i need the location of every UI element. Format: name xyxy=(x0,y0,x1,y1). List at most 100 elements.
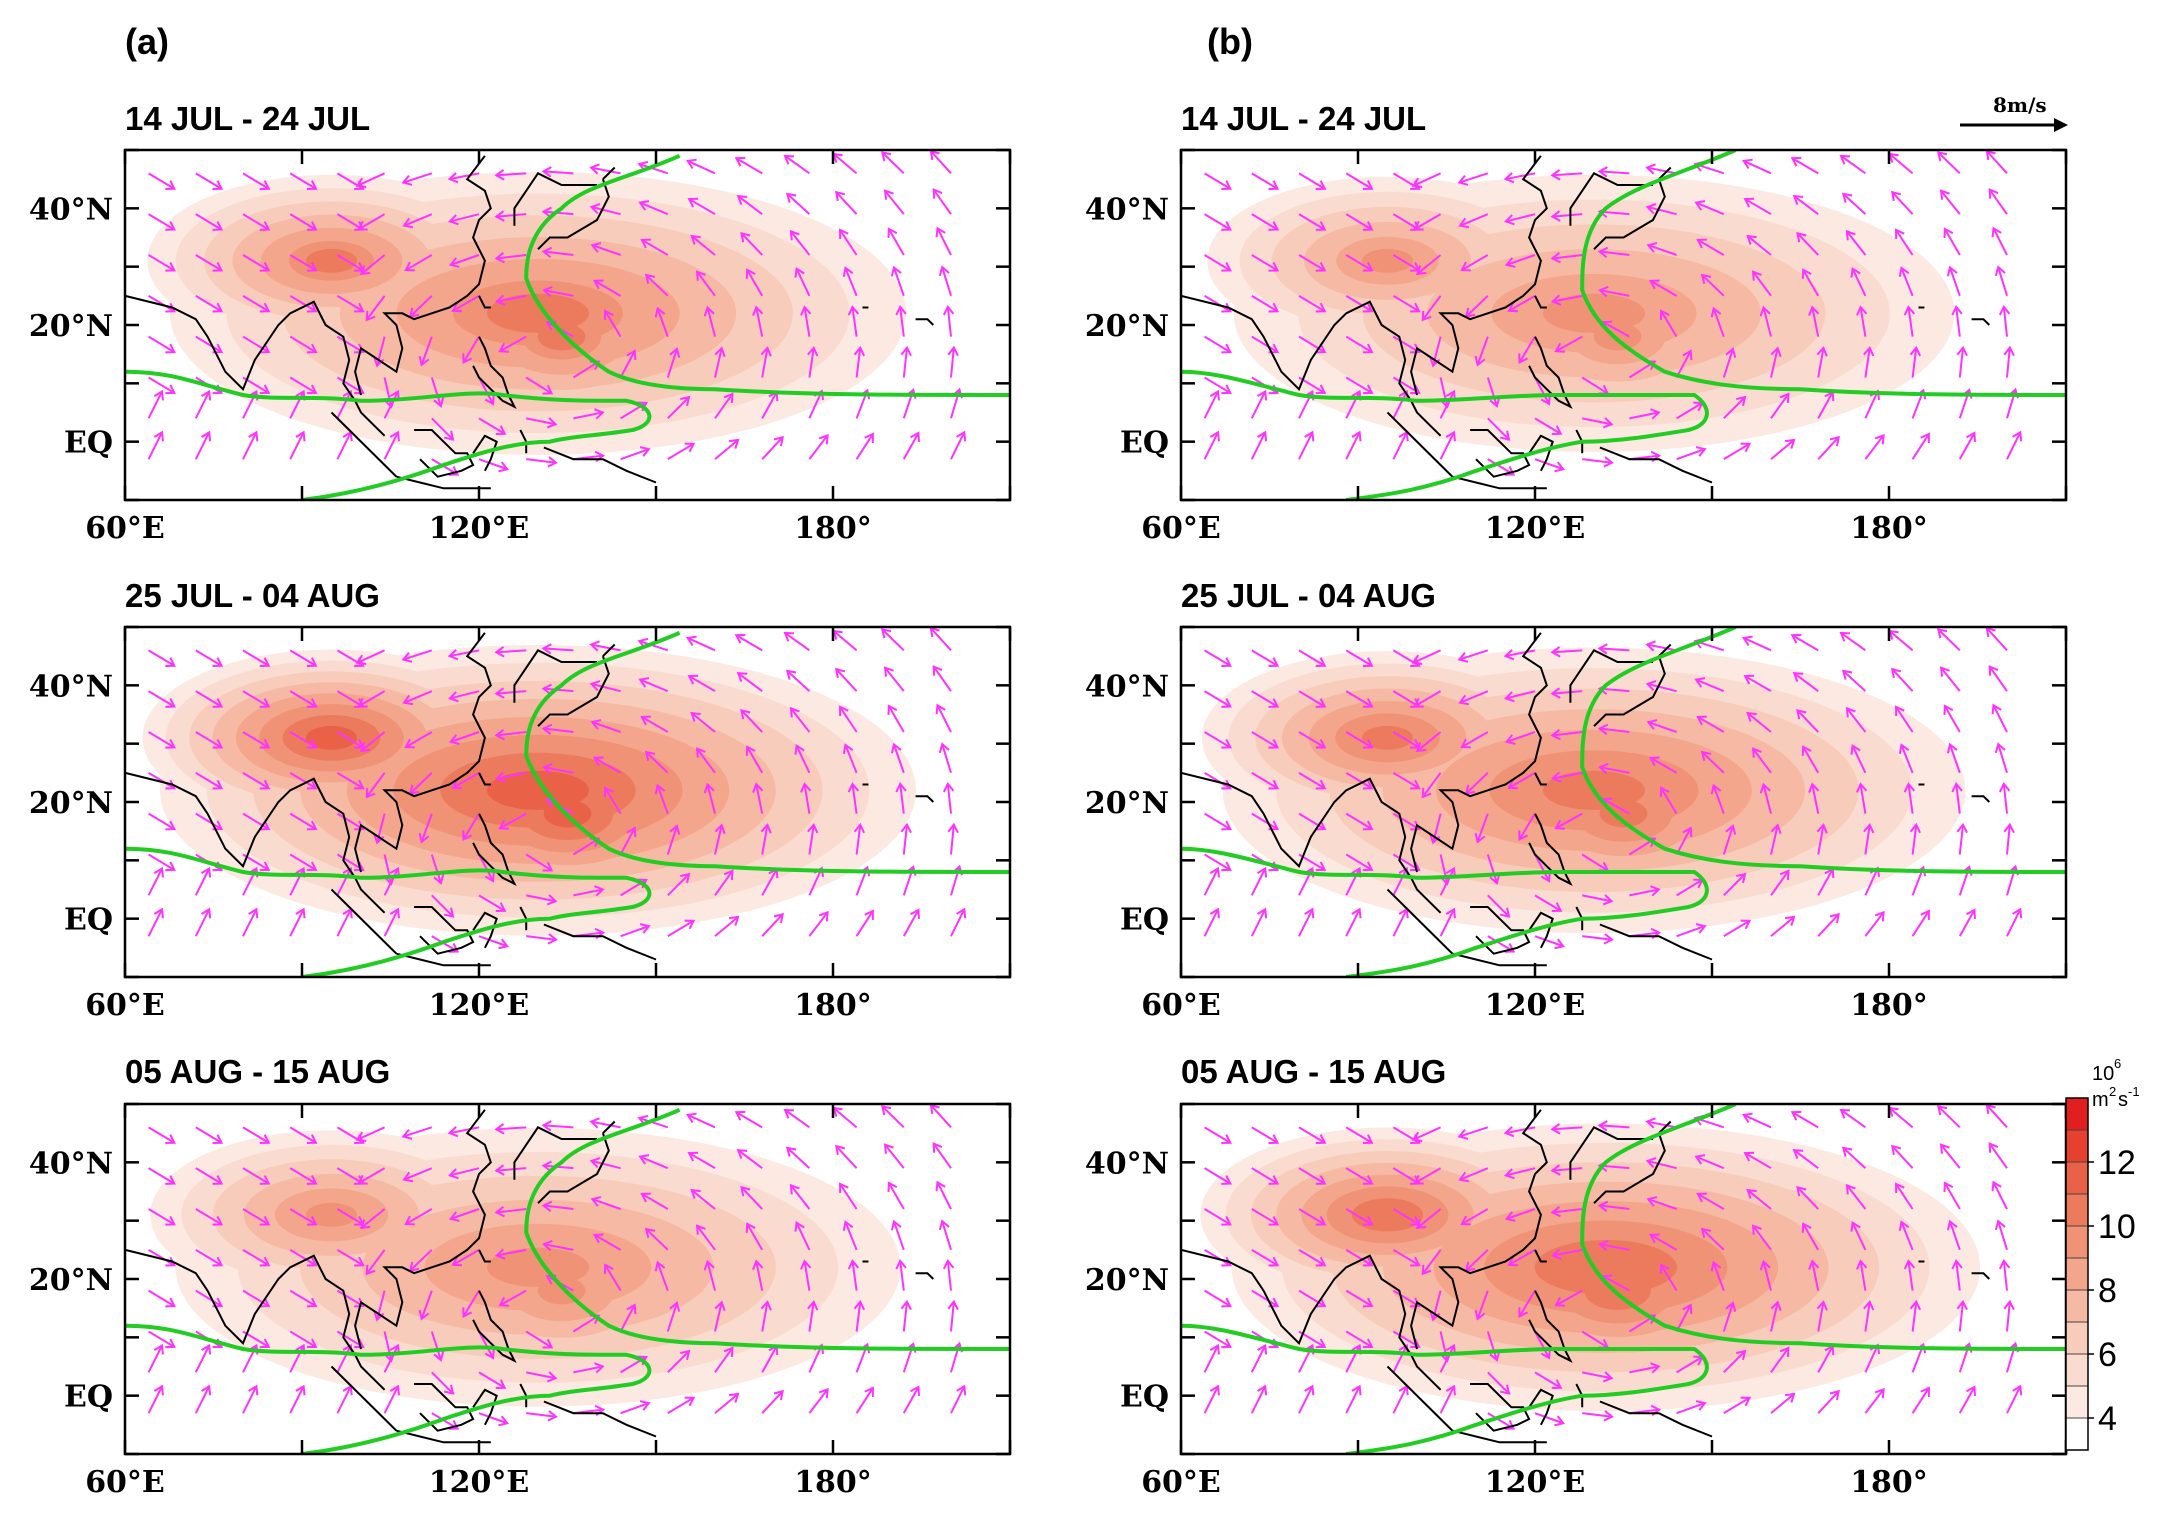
wind-vector-head xyxy=(1209,907,1220,919)
wind-vector-head xyxy=(1410,1256,1421,1267)
wind-vector xyxy=(808,824,815,855)
wind-vector-head xyxy=(1645,203,1657,215)
wind-vector-head xyxy=(1790,633,1802,644)
wind-vector-head xyxy=(603,309,614,320)
wind-vector-head xyxy=(703,1259,715,1271)
colorbar-unit-exp1: 6 xyxy=(2114,1056,2121,1071)
wind-vector xyxy=(893,744,905,774)
wind-vector-head xyxy=(2003,345,2015,357)
wind-vector xyxy=(1204,1126,1231,1144)
wind-vector xyxy=(1298,172,1326,190)
wind-vector xyxy=(893,1221,905,1251)
wind-vector xyxy=(1859,783,1867,814)
wind-vector xyxy=(1421,1249,1442,1275)
wind-vector xyxy=(1723,919,1751,938)
wind-vector xyxy=(1752,748,1772,774)
wind-vector xyxy=(573,888,604,897)
wind-vector xyxy=(941,743,952,774)
wind-vector xyxy=(1889,153,1914,175)
wind-vector-head xyxy=(1951,1259,1963,1270)
wind-vector-head xyxy=(1362,221,1374,231)
wind-vector xyxy=(1723,442,1751,461)
wind-vector xyxy=(1949,267,1961,297)
wind-vector-head xyxy=(1540,871,1551,883)
wind-vector-head xyxy=(1816,346,1828,357)
wind-vector-head xyxy=(932,1142,943,1153)
wind-vector xyxy=(403,1167,433,1181)
wind-vector-head xyxy=(1362,657,1374,667)
wind-vector xyxy=(946,1260,952,1291)
wind-vector xyxy=(360,731,386,752)
wind-vector xyxy=(1298,254,1326,272)
wind-vector xyxy=(1204,690,1231,708)
wind-vector xyxy=(242,1385,258,1414)
wind-vector xyxy=(1251,213,1279,231)
wind-vector xyxy=(1506,254,1536,266)
wind-vector xyxy=(1486,377,1498,407)
wind-vector xyxy=(449,690,480,700)
wind-vector xyxy=(242,690,270,708)
wind-vector-head xyxy=(259,343,271,354)
wind-vector xyxy=(289,431,305,460)
wind-vector-head xyxy=(404,261,415,272)
wind-vector-head xyxy=(1725,347,1737,358)
y-tick-label: 40°N xyxy=(1085,669,1169,704)
wind-vector-head xyxy=(1474,832,1486,844)
wind-vector xyxy=(195,731,223,749)
wind-vector xyxy=(496,771,527,780)
wind-vector xyxy=(1486,854,1498,884)
wind-vector-head xyxy=(1895,705,1905,717)
wind-vector xyxy=(1204,1208,1231,1226)
wind-vector-head xyxy=(1415,742,1427,753)
wind-vector xyxy=(790,1184,811,1210)
wind-vector xyxy=(195,172,223,190)
wind-vector-head xyxy=(1751,747,1762,758)
coastline xyxy=(1971,795,1991,803)
wind-vector xyxy=(1298,213,1326,231)
wind-vector-head xyxy=(365,310,376,322)
wind-vector-head xyxy=(248,1384,259,1396)
wind-vector xyxy=(808,347,815,378)
wind-vector-head xyxy=(938,265,950,277)
wind-vector xyxy=(1582,935,1613,941)
wind-vector-head xyxy=(1221,221,1232,231)
wind-vector xyxy=(930,150,952,175)
wind-vector xyxy=(1864,1344,1879,1373)
wind-vector xyxy=(431,417,454,441)
wind-vector xyxy=(1997,266,2008,297)
panel-title: 25 JUL - 04 AUG xyxy=(1181,577,1436,614)
wind-vector-head xyxy=(1550,1123,1561,1135)
wind-vector-head xyxy=(451,302,463,313)
wind-vector xyxy=(808,911,829,937)
wind-vector xyxy=(591,1159,621,1170)
wind-vector-head xyxy=(494,1248,506,1260)
wind-vector xyxy=(452,1248,480,1266)
wind-vector xyxy=(1345,1289,1373,1307)
wind-vector-head xyxy=(714,346,726,358)
wind-vector xyxy=(360,1208,386,1229)
wind-vector-head xyxy=(1829,912,1840,924)
wind-vector-head xyxy=(1700,750,1712,762)
wind-vector xyxy=(1599,289,1630,297)
wind-vector-head xyxy=(1909,345,1922,357)
wind-vector-head xyxy=(834,190,846,202)
wind-vector xyxy=(1676,402,1703,420)
wind-vector-head xyxy=(418,832,430,844)
wind-vector xyxy=(1251,1167,1279,1185)
wind-vectors xyxy=(1203,627,2023,953)
wind-vector xyxy=(881,628,905,652)
wind-vector xyxy=(591,244,621,256)
wind-vector xyxy=(1298,812,1326,830)
wind-vector xyxy=(1204,1289,1231,1307)
wind-vector-head xyxy=(1362,302,1374,313)
coastline xyxy=(1593,178,1666,250)
wind-vector xyxy=(1251,335,1279,353)
wind-vector xyxy=(1744,198,1772,216)
wind-vector-head xyxy=(728,915,740,926)
wind-vector-head xyxy=(1256,866,1268,878)
coastline xyxy=(1410,632,1548,873)
wind-vector xyxy=(1889,630,1914,652)
wind-vector xyxy=(289,1208,317,1226)
wind-vector-head xyxy=(1503,1126,1515,1138)
